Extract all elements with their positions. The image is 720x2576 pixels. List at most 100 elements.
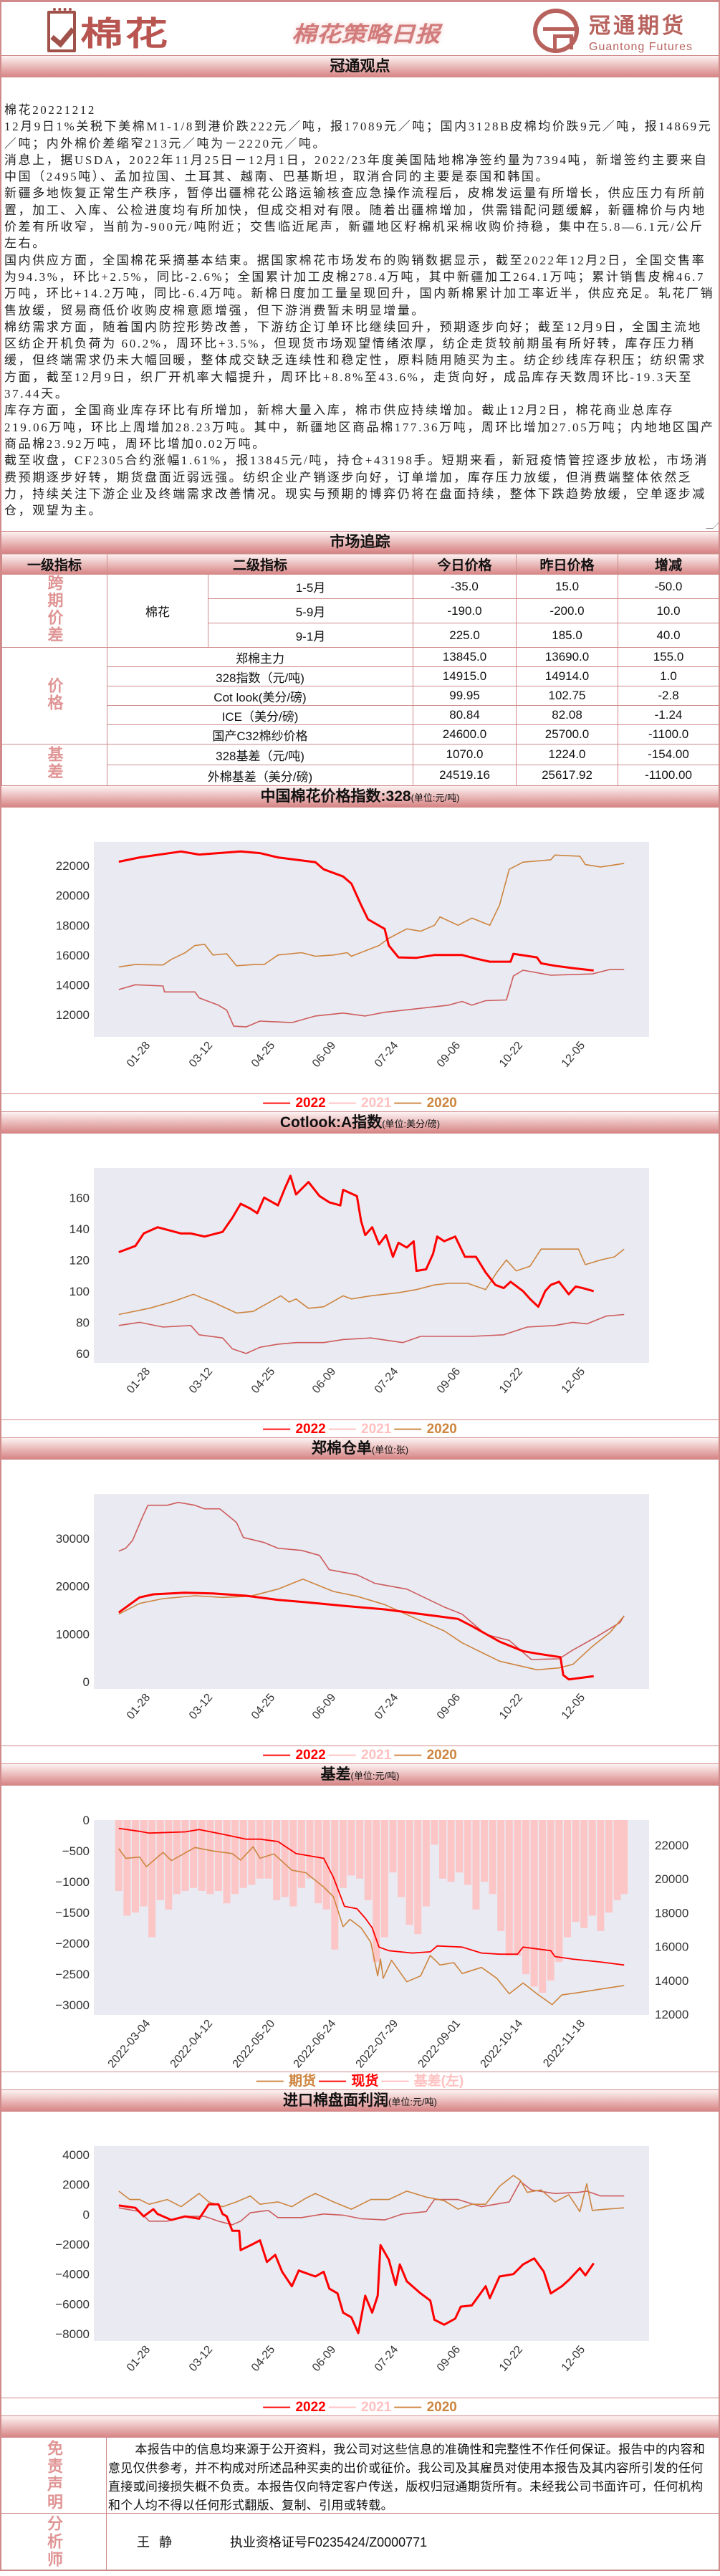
x-tick-label: 10-22 — [497, 1040, 525, 1070]
resize-handle[interactable] — [706, 522, 719, 529]
x-tick-label: 07-24 — [373, 1692, 400, 1722]
legend-item: —— 2021 — [328, 1096, 393, 1111]
legend-item: —— 2020 — [393, 1096, 458, 1111]
yesterday-price: 1224.0 — [516, 744, 619, 765]
y-tick-label: 0 — [83, 1675, 90, 1689]
chart-unit: (单位:元/吨) — [411, 793, 460, 803]
category-cell: 基差 — [1, 744, 107, 786]
chart-svg: −8000 −6000 −4000 −2000 0 2000 4000 01-28 03-12 0… — [55, 2146, 649, 2374]
legend-label: 2021 — [361, 2400, 392, 2415]
company-emblem-icon — [533, 9, 579, 53]
basis-bar — [613, 1820, 621, 1900]
section-divider — [1, 2416, 719, 2438]
category-label: 基差 — [45, 746, 64, 780]
series-line-2022 — [118, 850, 594, 972]
legend-label: 期货 — [289, 2074, 317, 2089]
x-tick-label: 01-28 — [125, 1692, 153, 1722]
indicator-name: 328指数（元/吨) — [106, 666, 414, 686]
basis-bar — [165, 1820, 173, 1910]
basis-bar — [315, 1820, 322, 1904]
viewpoint-paragraph: 国内供应方面，全国棉花采摘基本结束。据国家棉花市场发布的购销数据显示，截至202… — [4, 253, 715, 317]
y-tick-label: 0 — [83, 2208, 90, 2221]
yesterday-price: 15.0 — [516, 574, 619, 599]
legend-item: —— 期货 — [256, 2074, 317, 2089]
x-tick-label: 06-09 — [310, 1366, 338, 1396]
x-tick-label: 07-24 — [373, 1040, 400, 1070]
col-header: 二级指标 — [106, 553, 414, 575]
basis-bar — [115, 1820, 123, 1891]
x-tick-label: 2022-04-12 — [168, 2018, 216, 2071]
legend-label: 2022 — [295, 1422, 326, 1437]
col-header: 一级指标 — [1, 553, 107, 575]
chart-svg: 0 10000 20000 30000 01-28 03-12 04-25 06-09 07-2… — [56, 1494, 649, 1722]
indicator-name: 1-5月 — [207, 574, 414, 599]
legend-line-icon: —— — [328, 2400, 356, 2415]
legend-label: 2020 — [426, 1748, 457, 1763]
basis-bar — [289, 1820, 297, 1907]
cotton-logo-text: 棉花 — [80, 14, 170, 53]
category-cell: 跨期价差 — [1, 574, 107, 648]
basis-bar — [597, 1820, 605, 1931]
x-tick-label: 2022-05-20 — [231, 2018, 278, 2071]
y-tick-label: 14000 — [56, 978, 90, 992]
basis-bar — [231, 1820, 239, 1895]
basis-bar — [398, 1820, 405, 1897]
basis-bar — [148, 1820, 156, 1938]
change: -1100.0 — [618, 724, 720, 744]
basis-bar — [181, 1820, 189, 1891]
chart-title: 基差 — [320, 1766, 351, 1783]
legend-line-icon: —— — [328, 1096, 356, 1111]
legend-item: —— 2020 — [393, 1422, 458, 1437]
y-tick-label: 30000 — [56, 1532, 90, 1546]
viewpoint-paragraph: 库存方面，全国商业库存环比有所增加，新棉大量入库，棉市供应持续增加。截止12月2… — [4, 403, 715, 451]
x-tick-label: 12-05 — [560, 1040, 587, 1070]
basis-bar — [156, 1820, 164, 1900]
basis-bar — [431, 1820, 438, 1845]
x-tick-label: 2022-06-24 — [292, 2018, 339, 2071]
x-tick-label: 03-12 — [187, 2344, 215, 2374]
series-line-2020 — [118, 2175, 625, 2213]
market-table: 一级指标 二级指标 今日价格 昨日价格 增减 跨期价差 棉花 1-5月 -35.… — [1, 553, 720, 786]
y-tick-label: −2500 — [55, 1968, 90, 1981]
legend-label: 2021 — [361, 1748, 392, 1763]
viewpoint-paragraph: 棉花20221212 — [4, 103, 96, 117]
y-tick-label: 0 — [83, 1814, 90, 1827]
x-tick-label: 01-28 — [125, 2344, 153, 2374]
chart-unit: (单位:美分/磅) — [382, 1119, 441, 1129]
product-cell: 棉花 — [107, 574, 208, 648]
indicator-name: 外棉基差（美分/磅) — [106, 765, 414, 786]
col-header: 增减 — [618, 553, 720, 575]
y-tick-label: 20000 — [56, 1580, 90, 1594]
y-tick-label: 22000 — [56, 859, 90, 873]
today-price: 24519.16 — [413, 765, 517, 786]
basis-bar — [497, 1820, 505, 1931]
company-name-en: Guantong Futures — [589, 41, 693, 53]
legend-item: —— 2022 — [262, 2400, 327, 2415]
y-right-tick-label: 14000 — [655, 1974, 688, 1988]
basis-bar — [481, 1820, 489, 1882]
chart-328-index-legend: —— 2022 —— 2021 —— 2020 — [1, 1094, 719, 1112]
x-tick-label: 10-22 — [497, 2344, 525, 2374]
chart-warehouse-receipts-legend: —— 2022 —— 2021 —— 2020 — [1, 1746, 719, 1764]
basis-bar — [530, 1820, 538, 1987]
report-title: 棉花策略日报 — [292, 23, 440, 47]
basis-bar — [572, 1820, 580, 1923]
legend-label: 2022 — [295, 1096, 326, 1111]
viewpoint-textarea[interactable]: 棉花20221212 12月9日1%关税下美棉M1-1/8到港价跌222元／吨，… — [1, 77, 719, 532]
y-tick-label: 80 — [76, 1316, 90, 1329]
chart-warehouse-receipts-title: 郑棉仓单(单位:张) — [1, 1438, 719, 1460]
basis-bar — [198, 1820, 206, 1891]
viewpoint-paragraph: 棉纺需求方面，随着国内防控形势改善，下游纺企订单环比继续回升，预期逐步向好；截至… — [4, 320, 706, 401]
analyst-label: 分析师 — [45, 2514, 63, 2569]
x-tick-label: 12-05 — [560, 1692, 587, 1722]
legend-line-icon: —— — [394, 1422, 422, 1437]
x-tick-label: 06-09 — [310, 2344, 338, 2374]
y-tick-label: 10000 — [56, 1627, 90, 1641]
table-header: 一级指标 二级指标 今日价格 昨日价格 增减 — [1, 553, 720, 575]
x-tick-label: 04-25 — [249, 2344, 277, 2374]
basis-bar — [422, 1820, 430, 1907]
y-right-tick-label: 18000 — [655, 1906, 688, 1920]
legend-label: 2022 — [295, 1748, 326, 1763]
y-right-tick-label: 12000 — [655, 2008, 688, 2021]
basis-bar — [489, 1820, 496, 1895]
